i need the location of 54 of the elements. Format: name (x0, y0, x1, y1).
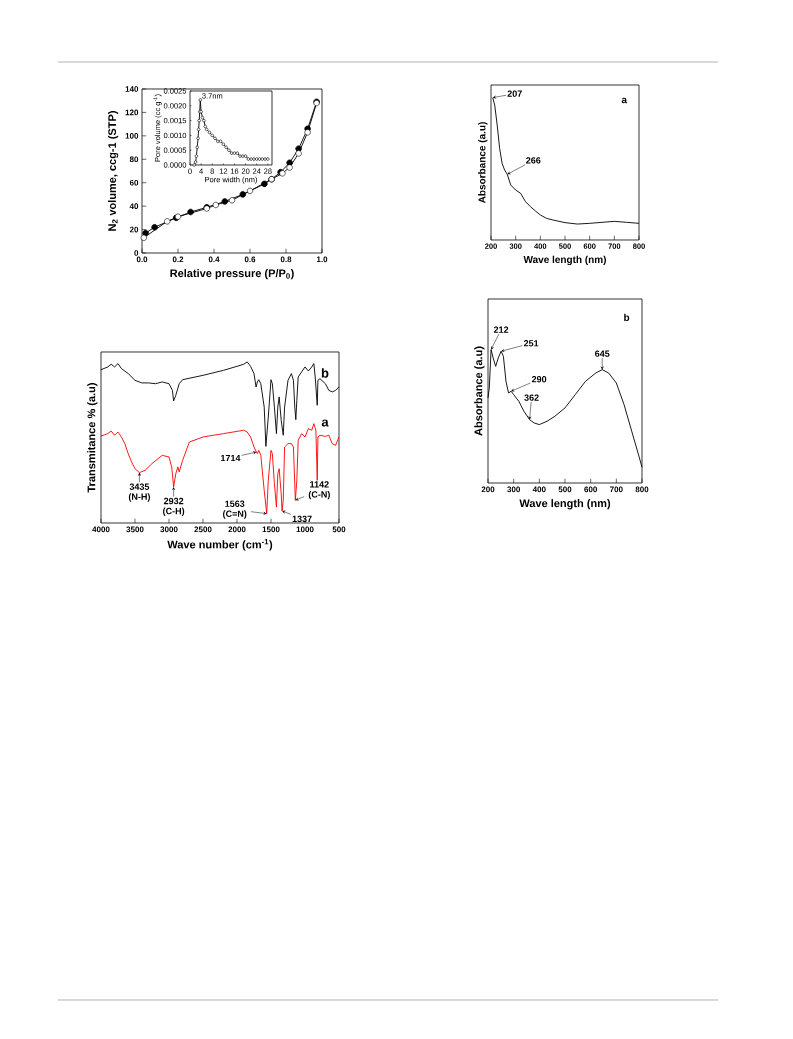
x-tick-label: 600 (584, 486, 598, 493)
x-tick-label: 1500 (262, 526, 280, 533)
x-tick-label: 200 (481, 486, 495, 493)
x-tick-label: 3000 (160, 526, 178, 533)
x-tick-label: 2500 (194, 526, 212, 533)
x-tick-label: 400 (532, 486, 546, 493)
x-tick-label: 0.4 (208, 256, 220, 263)
x-axis-title: Wave number (cm$^{-1}$) (167, 539, 273, 551)
y-tick-label: 0 (134, 250, 139, 256)
annotation: 1714 (221, 454, 241, 462)
x-tick-label: 500 (558, 486, 572, 493)
annotation: 207 (507, 90, 522, 97)
annotation: 645 (595, 350, 610, 357)
x-tick-label: 4000 (92, 526, 110, 533)
x-axis-title: Wave length (nm) (519, 499, 611, 510)
y-tick-label: 60 (129, 179, 139, 186)
x-tick-label: 0.6 (244, 256, 256, 263)
x-tick-label: 0.8 (280, 256, 292, 263)
annotation: a (621, 97, 628, 104)
annotation: 2932 (C-H) (163, 497, 185, 516)
y-tick-label: 100 (125, 133, 139, 139)
x-tick-label: 800 (635, 486, 649, 493)
annotation: 3435 (N-H) (128, 483, 150, 502)
annotation: 1563 (C=N) (223, 500, 247, 519)
y-axis-title: Transmitance % (a.u) (87, 383, 98, 493)
series-label: a (321, 419, 329, 427)
annotation: 212 (493, 326, 509, 333)
y-axis-title: Absorbance (a.u) (478, 122, 488, 204)
annotation: 290 (531, 376, 547, 383)
y-axis-title: N$_{2}$ volume, ccg-1 (STP) (107, 111, 119, 231)
annotation: 266 (526, 157, 541, 164)
annotation: 251 (523, 340, 539, 347)
text: b (624, 313, 630, 322)
y-tick-label: 40 (129, 203, 139, 209)
annotation: 362 (524, 394, 539, 401)
y-tick-label: 80 (129, 156, 139, 163)
y-tick-label: 120 (125, 109, 139, 116)
x-tick-label: 500 (332, 526, 346, 533)
y-axis-title: Absorbance (a.u) (474, 346, 485, 436)
x-tick-label: 0.0 (136, 256, 148, 263)
x-tick-label: 300 (507, 486, 521, 493)
x-tick-label: 0.2 (172, 256, 184, 263)
x-tick-label: 1000 (296, 526, 314, 533)
x-axis-title: Relative pressure (P/P$_{0}$) (170, 269, 294, 280)
series-label: b (321, 368, 329, 378)
x-tick-label: 700 (610, 486, 623, 493)
annotation: 1337 (292, 515, 312, 523)
annotation: 1142 (C-N) (308, 481, 330, 500)
x-tick-label: 2000 (228, 526, 246, 533)
y-tick-label: 140 (125, 86, 139, 92)
x-tick-label: 3500 (126, 526, 144, 533)
y-tick-label: 20 (129, 226, 139, 233)
x-tick-label: 1.0 (316, 256, 328, 263)
x-axis-title: Wave length (nm) (523, 255, 606, 266)
